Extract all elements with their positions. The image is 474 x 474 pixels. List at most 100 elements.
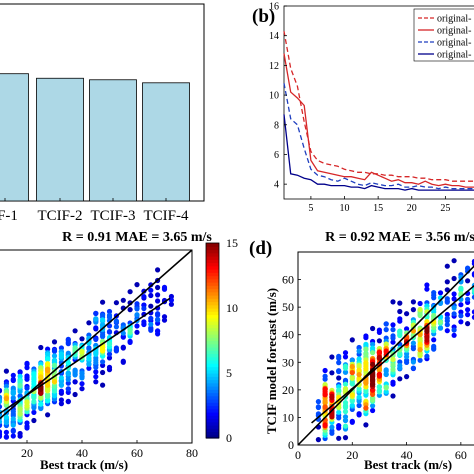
scatter-point: [65, 386, 71, 392]
scatter-point: [458, 286, 464, 292]
scatter-point: [383, 389, 389, 395]
scatter-point: [397, 351, 403, 357]
panel-d-ylabel: TCIF model forecast (m/s): [264, 288, 279, 434]
scatter-point: [31, 372, 37, 378]
scatter-point: [342, 365, 349, 371]
reference-line-yx: [0, 249, 193, 420]
colorbar-segment: [206, 347, 219, 351]
scatter-point: [356, 412, 362, 418]
scatter-point: [45, 346, 51, 352]
scatter-point: [349, 392, 355, 398]
scatter-point: [38, 395, 44, 401]
scatter-point: [51, 379, 58, 385]
scatter-point: [458, 309, 464, 315]
scatter-point: [363, 380, 369, 386]
x-tick-label: 40: [76, 446, 88, 460]
colorbar-segment: [206, 395, 219, 400]
scatter-point: [100, 317, 106, 323]
scatter-point: [51, 353, 58, 359]
scatter-point: [3, 419, 9, 425]
scatter-point: [72, 379, 78, 385]
y-tick-label: 40: [282, 328, 294, 342]
scatter-point: [0, 398, 3, 405]
scatter-point: [134, 301, 140, 307]
colorbar-segment: [206, 256, 219, 260]
scatter-point: [349, 357, 355, 364]
scatter-point: [390, 333, 396, 339]
scatter-point: [0, 404, 3, 410]
colorbar-segment: [206, 425, 219, 429]
scatter-point: [390, 362, 396, 368]
scatter-point: [106, 323, 113, 329]
series-line-3: [283, 83, 474, 190]
scatter-point: [93, 316, 99, 322]
scatter-point: [0, 429, 3, 435]
scatter-point: [370, 350, 376, 356]
scatter-point: [79, 370, 85, 376]
colorbar-segment: [206, 376, 219, 381]
scatter-point: [141, 321, 147, 328]
scatter-point: [465, 296, 471, 302]
y-tick-label: 8: [274, 120, 279, 131]
y-tick-label: 12: [269, 61, 279, 72]
scatter-point: [93, 369, 99, 375]
colorbar-tick-label: 10: [226, 301, 238, 315]
scatter-point: [93, 374, 99, 380]
colorbar-segment: [206, 389, 219, 394]
scatter-point: [424, 337, 430, 343]
scatter-point: [410, 340, 416, 346]
scatter-point: [404, 311, 410, 317]
colorbar-segment: [206, 434, 219, 439]
legend-label: original-: [437, 14, 471, 25]
scatter-point: [370, 377, 376, 383]
scatter-point: [370, 325, 376, 332]
x-tick-label: 15: [373, 203, 383, 214]
colorbar-segment: [206, 360, 219, 364]
y-tick-label: 10: [269, 91, 279, 102]
scatter-point: [161, 314, 168, 320]
scatter-point: [120, 334, 126, 340]
y-tick-label: 50: [282, 300, 294, 314]
x-tick-label: TCIF-4: [144, 208, 190, 224]
reference-line-fit: [311, 284, 474, 424]
scatter-point: [363, 351, 369, 357]
colorbar-segment: [206, 343, 219, 348]
scatter-point: [31, 405, 37, 411]
panel-c-xlabel: Best track (m/s): [40, 457, 128, 472]
series-line-2: [283, 53, 474, 188]
y-tick-label: 30: [282, 355, 294, 369]
bar-tcif-1: [0, 73, 29, 202]
scatter-point: [10, 422, 16, 428]
colorbar-segment: [206, 428, 219, 433]
colorbar-segment: [206, 278, 219, 283]
scatter-point: [168, 293, 174, 300]
scatter-point: [0, 419, 3, 425]
scatter-point: [58, 375, 64, 381]
scatter-point: [134, 323, 140, 329]
colorbar-segment: [206, 415, 219, 420]
scatter-point: [148, 321, 154, 327]
scatter-point: [363, 333, 369, 339]
scatter-point: [100, 347, 106, 353]
scatter-point: [93, 310, 99, 316]
scatter-point: [72, 328, 78, 334]
scatter-point: [51, 363, 58, 369]
scatter-point: [120, 345, 126, 351]
scatter-point: [31, 395, 37, 401]
colorbar-segment: [206, 408, 219, 413]
colorbar-segment: [206, 350, 219, 355]
scatter-point: [45, 412, 51, 418]
bar-tcif-4: [142, 82, 190, 202]
scatter-point: [10, 409, 16, 415]
scatter-point: [65, 380, 71, 386]
colorbar-segment: [206, 272, 219, 277]
scatter-point: [383, 348, 389, 354]
scatter-point: [127, 289, 133, 295]
scatter-point: [383, 367, 389, 373]
bar-tcif-3: [89, 79, 137, 202]
colorbar-segment: [206, 373, 219, 377]
scatter-point: [106, 351, 113, 357]
scatter-point: [417, 300, 423, 307]
colorbar-segment: [206, 317, 219, 322]
